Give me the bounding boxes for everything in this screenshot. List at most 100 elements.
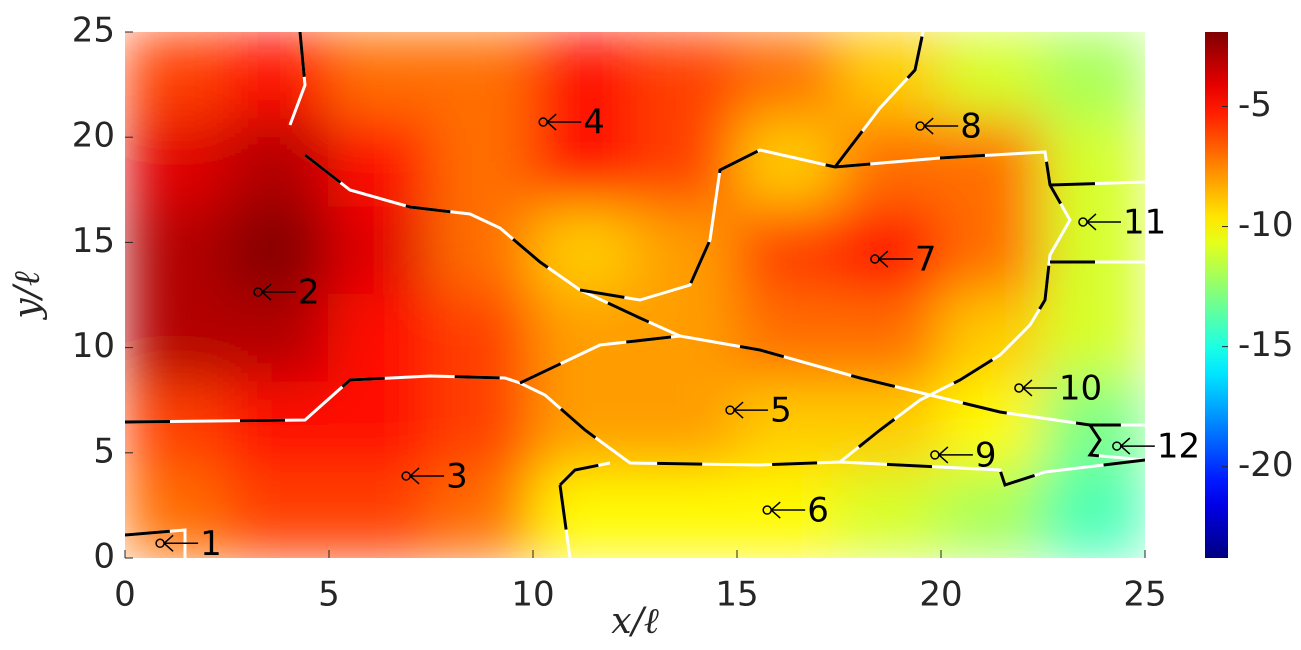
heat-cell (226, 32, 330, 121)
heat-cell (125, 32, 228, 121)
x-tick-label: 5 (318, 575, 340, 615)
heat-cell (430, 118, 534, 209)
x-tick-label: 20 (919, 575, 962, 615)
heat-cell (226, 381, 330, 472)
x-tick-label: 10 (511, 575, 554, 615)
heat-cell (736, 469, 840, 558)
heat-cell (838, 206, 942, 296)
heat-cell (838, 469, 942, 558)
heat-cell (940, 32, 1044, 121)
heat-cell (125, 381, 228, 472)
marker-arrow (409, 467, 445, 485)
marker-arrow (770, 501, 806, 519)
heat-cell (532, 118, 636, 209)
heat-cell (226, 294, 330, 384)
boundary (288, 32, 307, 126)
heat-cell (430, 469, 534, 558)
marker-label: 3 (446, 456, 468, 496)
heat-cell (125, 118, 228, 209)
marker-arrow (163, 534, 199, 552)
colorbar (1205, 32, 1228, 558)
marker-label: 10 (1059, 368, 1102, 408)
heat-cell (940, 206, 1044, 296)
colorbar-tick-label: -15 (1238, 325, 1294, 365)
heat-cell (736, 381, 840, 472)
x-tick-label: 15 (715, 575, 758, 615)
heat-cell (940, 118, 1044, 209)
heat-cell (430, 206, 534, 296)
boundaries (125, 32, 1145, 558)
y-tick-label: 20 (72, 116, 115, 156)
heat-cell (328, 118, 432, 209)
boundary (1049, 180, 1145, 187)
marker-label: 2 (298, 273, 320, 313)
colorbar-tick-label: -20 (1238, 445, 1294, 485)
heat-cell (940, 294, 1044, 384)
x-tick-label: 0 (114, 575, 136, 615)
heat-cell (634, 206, 738, 296)
heat-cell (226, 206, 330, 296)
marker-label: 5 (770, 391, 792, 431)
marker-arrow (1086, 213, 1121, 231)
heat-cell (1042, 118, 1145, 209)
heat-cell (125, 206, 228, 296)
marker-label: 6 (807, 491, 829, 531)
y-tick-label: 25 (72, 11, 115, 51)
heat-cell (430, 32, 534, 121)
marker-arrow (1120, 437, 1155, 455)
boundary (519, 334, 1145, 427)
marker-label: 4 (583, 103, 605, 143)
marker-arrow (1022, 379, 1057, 397)
x-axis-label: x/ℓ (611, 601, 658, 642)
marker-arrow (733, 401, 769, 419)
y-tick-label: 0 (93, 537, 115, 577)
marker-arrow (546, 113, 582, 131)
heat-cell (634, 381, 738, 472)
heat-cell (226, 118, 330, 209)
heat-cell (430, 294, 534, 384)
heat-cell (328, 206, 432, 296)
marker-arrow (261, 283, 297, 301)
heat-cell (736, 32, 840, 121)
y-tick-label: 5 (93, 431, 115, 471)
heat-cell (736, 206, 840, 296)
y-tick-label: 10 (72, 326, 115, 366)
marker-label: 11 (1123, 202, 1166, 242)
marker-label: 9 (975, 435, 997, 475)
heat-cell (226, 469, 330, 558)
marker-label: 1 (200, 524, 222, 564)
heat-cell (1042, 32, 1145, 121)
heat-cell (328, 469, 432, 558)
marker-label: 8 (960, 107, 982, 147)
heat-cell (328, 32, 432, 121)
heat-cell (838, 32, 942, 121)
boundary (558, 484, 572, 558)
heat-cell (940, 381, 1044, 472)
heat-cell (328, 294, 432, 384)
marker-arrow (878, 250, 913, 268)
marker-label: 12 (1157, 427, 1200, 467)
heat-cell (634, 469, 738, 558)
x-tick-label: 25 (1123, 575, 1166, 615)
heat-cell (838, 294, 942, 384)
heat-cell (532, 32, 636, 121)
heat-cell (430, 381, 534, 472)
heat-cell (532, 381, 636, 472)
boundary (125, 374, 1145, 487)
boundary (125, 528, 187, 558)
colorbar-tick-label: -5 (1238, 85, 1272, 125)
boundary (304, 153, 681, 338)
y-axis-label: y/ℓ (7, 271, 48, 320)
heat-cell (1042, 469, 1145, 558)
marker-arrow (938, 446, 973, 464)
heat-cell (125, 294, 228, 384)
boundary (833, 32, 925, 168)
colorbar-tick-label: -10 (1238, 205, 1294, 245)
heat-cell (634, 118, 738, 209)
y-tick-label: 15 (72, 221, 115, 261)
boundary (558, 461, 611, 487)
heat-cell (736, 294, 840, 384)
marker-label: 7 (915, 240, 937, 280)
heat-cell (532, 469, 636, 558)
